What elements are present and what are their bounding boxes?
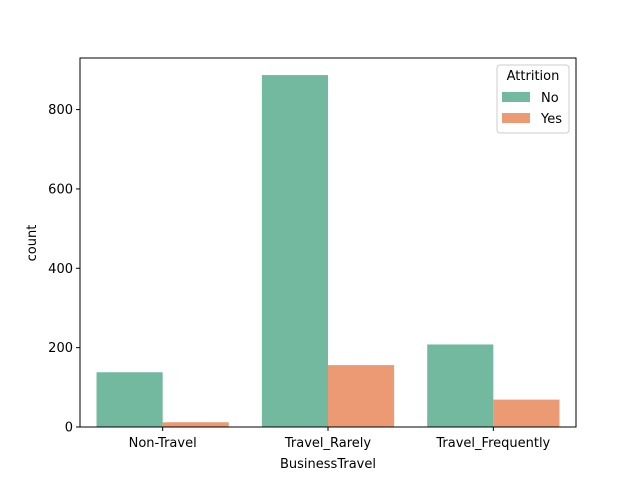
legend: Attrition No Yes [496, 64, 570, 134]
y-tick-label-200: 200 [48, 341, 73, 356]
x-axis-ticks: Non-Travel Travel_Rarely Travel_Frequently [129, 427, 551, 451]
legend-title: Attrition [507, 69, 560, 84]
legend-swatch-no [502, 92, 530, 102]
legend-label-yes: Yes [540, 112, 562, 127]
bar-travel-rarely-yes [328, 365, 395, 427]
legend-label-no: No [541, 91, 559, 106]
y-tick-label-400: 400 [48, 262, 73, 277]
legend-swatch-yes [502, 113, 530, 123]
y-tick-label-0: 0 [65, 421, 73, 436]
bar-non-travel-yes [162, 422, 229, 427]
x-axis-label: BusinessTravel [280, 457, 376, 472]
x-tick-label-travel-frequently: Travel_Frequently [435, 436, 550, 451]
bars-group [96, 75, 560, 427]
x-tick-label-travel-rarely: Travel_Rarely [284, 436, 372, 451]
x-tick-label-non-travel: Non-Travel [129, 436, 197, 451]
y-axis-ticks: 0 200 400 600 800 [48, 103, 80, 436]
y-tick-label-800: 800 [48, 103, 73, 118]
y-axis-label: count [25, 225, 40, 262]
bar-travel-frequently-yes [493, 399, 560, 427]
bar-non-travel-no [96, 372, 163, 427]
y-tick-label-600: 600 [48, 182, 73, 197]
bar-travel-frequently-no [427, 344, 494, 427]
bar-travel-rarely-no [261, 75, 328, 427]
